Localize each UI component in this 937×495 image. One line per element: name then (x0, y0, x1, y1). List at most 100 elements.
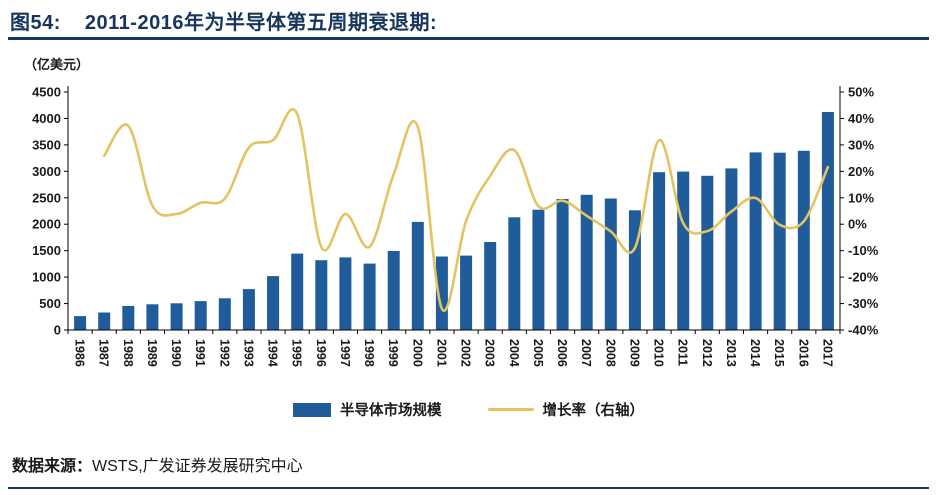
line-series-label: 增长率（右轴） (542, 403, 645, 419)
data-source: 数据来源：WSTS,广发证券发展研究中心 (12, 452, 303, 476)
market-size-bar (460, 255, 473, 330)
x-axis-label: 1995 (290, 339, 304, 367)
x-axis-label: 2013 (724, 339, 738, 367)
market-size-bar (580, 194, 593, 330)
figure-number: 图54: (10, 12, 61, 34)
market-size-bar (291, 253, 304, 330)
left-axis-tick-label: 2000 (32, 217, 61, 232)
right-axis-tick-label: 20% (848, 164, 874, 179)
right-axis-tick-label: 50% (848, 85, 874, 100)
x-axis-label: 1996 (314, 339, 328, 367)
right-axis-tick-label: -40% (848, 323, 879, 338)
x-axis-label: 2012 (700, 339, 714, 367)
x-axis-label: 2004 (507, 339, 521, 367)
x-axis-label: 2010 (652, 339, 666, 367)
market-size-bar (797, 150, 810, 330)
left-axis-tick-label: 4500 (32, 85, 61, 100)
market-size-bar (315, 260, 328, 330)
x-axis-label: 1990 (169, 339, 183, 367)
market-size-bar (122, 306, 135, 330)
market-size-bar (725, 168, 738, 330)
right-axis-tick-label: 0% (848, 217, 867, 232)
right-axis-tick-label: -10% (848, 243, 879, 258)
x-axis-label: 2008 (603, 339, 617, 367)
x-axis-label: 1988 (121, 339, 135, 367)
market-size-bar (653, 172, 666, 330)
right-axis-tick-label: -30% (848, 296, 879, 311)
right-axis-tick-label: 40% (848, 111, 874, 126)
left-axis-unit-label: （亿美元） (24, 57, 90, 72)
x-axis-label: 2009 (627, 339, 641, 367)
market-size-bar (556, 199, 569, 330)
x-axis-label: 2005 (531, 339, 545, 367)
market-size-bar (604, 198, 617, 330)
left-axis-tick-label: 0 (54, 323, 61, 338)
market-size-bar (98, 312, 111, 330)
market-size-bar (74, 316, 87, 330)
left-axis-tick-label: 3500 (32, 137, 61, 152)
market-size-bar (339, 257, 352, 330)
line-series-swatch (487, 408, 534, 411)
right-axis-tick-label: 10% (848, 190, 874, 205)
x-axis-label: 1986 (73, 339, 87, 367)
market-size-bar (194, 301, 207, 330)
market-size-bar (749, 152, 762, 330)
left-axis-tick-label: 1000 (32, 270, 61, 285)
x-axis-label: 2017 (820, 339, 834, 367)
chart-legend: 半导体市场规模 增长率（右轴） (0, 399, 937, 420)
market-size-bar (821, 112, 834, 330)
x-axis-label: 1987 (97, 339, 111, 367)
market-size-bar (532, 209, 545, 330)
bar-series-label: 半导体市场规模 (340, 403, 442, 419)
x-axis-label: 2016 (796, 339, 810, 367)
left-axis-tick-label: 2500 (32, 190, 61, 205)
left-axis-tick-label: 1500 (32, 243, 61, 258)
header-divider (8, 37, 929, 40)
market-size-bar (267, 276, 280, 330)
x-axis-label: 2014 (748, 339, 762, 367)
market-size-bar (170, 303, 183, 330)
market-size-bar (146, 304, 159, 330)
legend-item-market-size: 半导体市场规模 (293, 399, 442, 420)
x-axis-label: 1989 (145, 339, 159, 367)
x-axis-label: 2003 (483, 339, 497, 367)
left-axis-tick-label: 4000 (32, 111, 61, 126)
bottom-divider (8, 487, 929, 489)
market-size-bar (773, 152, 786, 330)
bar-series-swatch (293, 402, 331, 417)
right-axis-tick-label: 30% (848, 137, 874, 152)
combo-chart: 0 500 1000 1500 2000 2500 3000 3500 4000 4500 -40%… (32, 85, 879, 367)
left-axis-tick-label: 3000 (32, 164, 61, 179)
x-axis-label: 2002 (459, 339, 473, 367)
market-size-bar (484, 242, 497, 330)
x-axis-label: 2001 (434, 339, 448, 367)
market-size-bar (701, 175, 714, 330)
growth-rate-line (102, 108, 830, 313)
market-size-bar (218, 298, 231, 330)
x-axis-label: 2015 (772, 339, 786, 367)
legend-item-growth-rate: 增长率（右轴） (487, 399, 645, 420)
x-axis-label: 1992 (217, 339, 231, 367)
left-axis-tick-label: 500 (39, 296, 61, 311)
market-size-bar (363, 263, 376, 330)
market-size-bar (411, 221, 424, 330)
market-size-bar (508, 217, 521, 330)
figure-header: 图54: 2011-2016年为半导体第五周期衰退期: (10, 6, 437, 35)
x-axis-label: 1991 (193, 339, 207, 367)
data-source-label: 数据来源： (12, 458, 93, 475)
x-axis-label: 1998 (362, 339, 376, 367)
market-size-bar (242, 289, 255, 330)
right-axis-tick-label: -20% (848, 270, 879, 285)
x-axis-label: 1993 (241, 339, 255, 367)
x-axis-label: 2006 (555, 339, 569, 367)
x-axis-label: 2007 (579, 339, 593, 367)
x-axis-label: 2011 (676, 339, 690, 366)
x-axis-label: 1997 (338, 339, 352, 367)
x-axis-label: 2000 (410, 339, 424, 367)
data-source-text: WSTS,广发证券发展研究中心 (92, 458, 303, 475)
market-size-bar (677, 171, 690, 330)
market-size-bar (387, 251, 400, 330)
x-axis-label: 1999 (386, 339, 400, 367)
x-axis-label: 1994 (266, 339, 280, 367)
